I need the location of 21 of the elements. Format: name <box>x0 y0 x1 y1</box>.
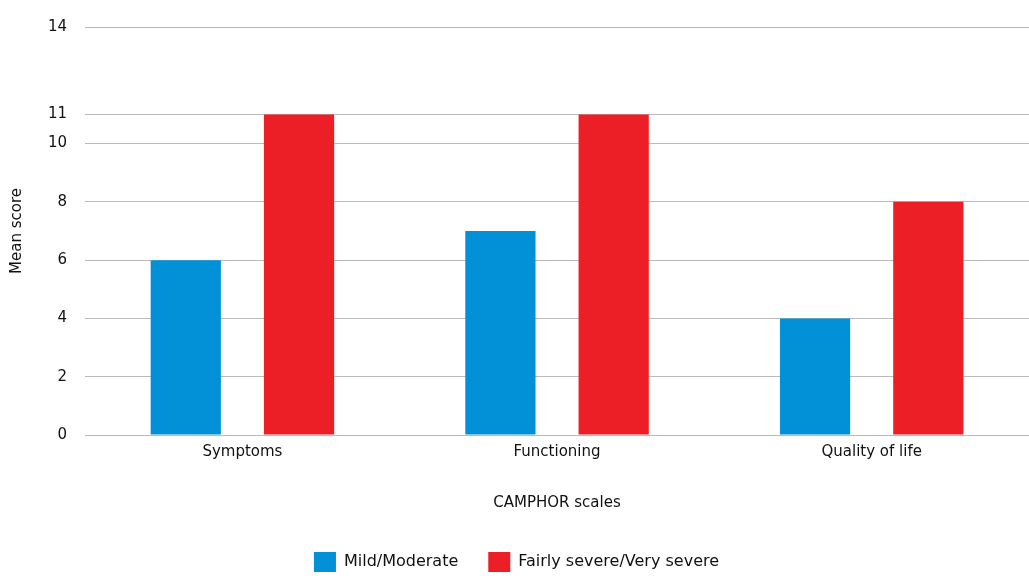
bar <box>465 231 536 435</box>
y-tick-label: 0 <box>57 424 68 443</box>
y-axis-title: Mean score <box>6 188 25 274</box>
y-tick-label: 11 <box>47 104 68 123</box>
y-tick-label: 14 <box>47 16 68 35</box>
y-tick-label: 4 <box>57 308 68 327</box>
x-tick-label: Functioning <box>513 441 601 460</box>
bar <box>893 201 964 435</box>
bar <box>150 260 221 435</box>
bar <box>779 318 851 435</box>
x-tick-label: Quality of life <box>821 441 922 460</box>
bar <box>263 114 335 435</box>
x-tick-label: Symptoms <box>202 441 283 460</box>
y-tick-label: 2 <box>57 366 68 385</box>
bar <box>578 114 649 435</box>
y-tick-label: 10 <box>47 133 68 152</box>
y-tick-label: 6 <box>57 250 68 269</box>
x-axis-title: CAMPHOR scales <box>493 492 621 511</box>
legend-label: Mild/Moderate <box>343 551 459 571</box>
y-tick-label: 8 <box>57 191 68 210</box>
legend-label: Fairly severe/Very severe <box>518 551 720 571</box>
